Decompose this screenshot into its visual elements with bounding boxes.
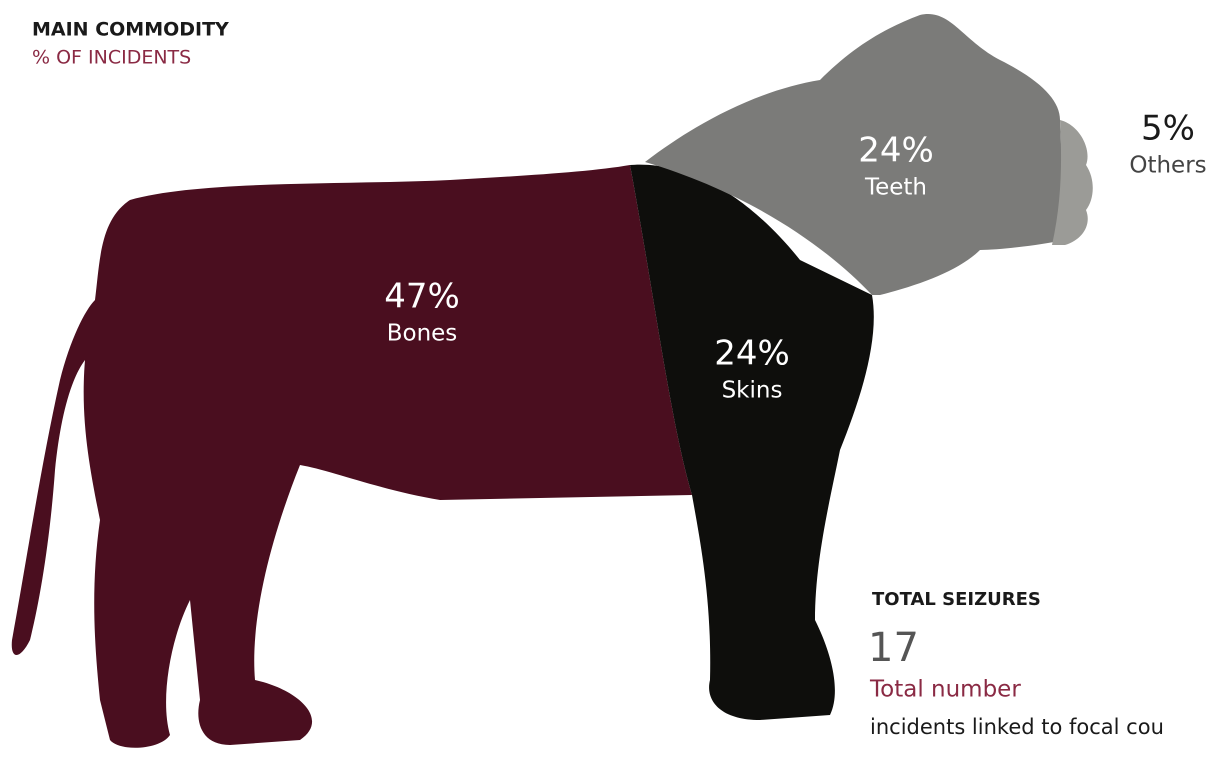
value-label: 24% <box>714 334 790 374</box>
labels: 47% Bones 24% Skins 24% Teeth 5% Others <box>384 109 1206 404</box>
summary-heading: TOTAL SEIZURES <box>872 589 1041 610</box>
segment <box>630 164 874 720</box>
summary-label: Total number <box>869 677 1021 703</box>
category-label: Bones <box>387 321 458 347</box>
value-label: 5% <box>1141 109 1195 149</box>
category-label: Teeth <box>864 175 927 201</box>
value-label: 47% <box>384 277 460 317</box>
chart-subtitle: % OF INCIDENTS <box>32 47 191 69</box>
segment <box>645 14 1065 295</box>
tiger <box>11 14 1093 748</box>
category-label: Others <box>1129 153 1206 179</box>
segment <box>11 165 693 748</box>
category-label: Skins <box>722 378 783 404</box>
summary-value: 17 <box>868 625 919 671</box>
summary-note: incidents linked to focal cou <box>870 715 1164 739</box>
chart-title: MAIN COMMODITY <box>32 19 229 41</box>
value-label: 24% <box>858 131 934 171</box>
segment <box>1052 120 1093 245</box>
